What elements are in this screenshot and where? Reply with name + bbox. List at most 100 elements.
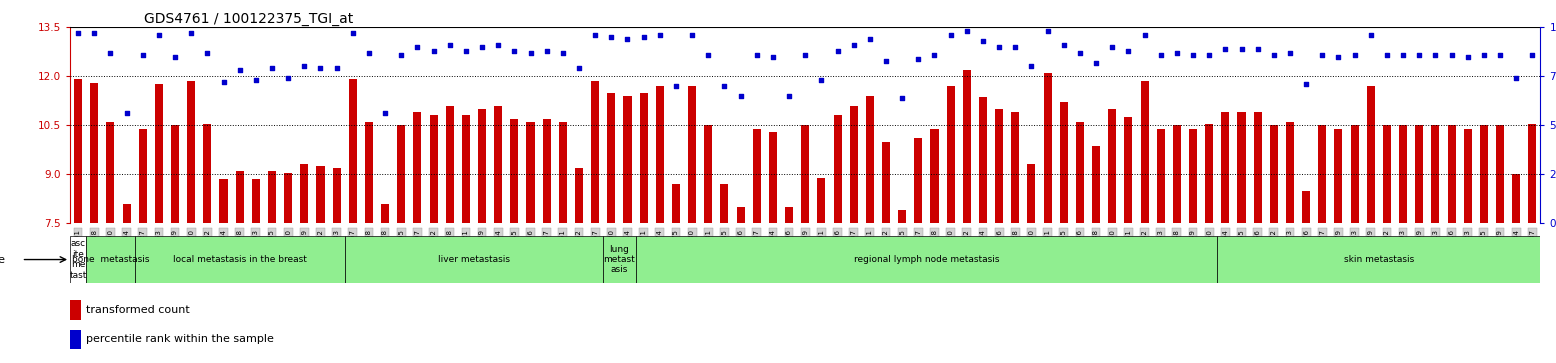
Bar (576, 168, 584, 223)
Bar (801, 125, 809, 223)
Point (1358, 32, 1383, 38)
Point (405, 44, 429, 50)
Text: transformed count: transformed count (86, 305, 190, 315)
Bar (135, 236, 345, 283)
Point (212, 79, 237, 85)
Point (582, 32, 607, 38)
Bar (1075, 122, 1085, 223)
Bar (495, 106, 503, 223)
Bar (1432, 125, 1439, 223)
Point (534, 48, 559, 54)
Point (65, 30, 90, 36)
Point (647, 32, 672, 38)
Point (1293, 81, 1318, 87)
Point (890, 95, 915, 101)
Point (1083, 60, 1108, 65)
Point (1310, 52, 1335, 58)
Bar (1464, 129, 1472, 223)
Point (275, 75, 300, 81)
Bar (834, 115, 842, 223)
Point (1520, 52, 1545, 58)
Point (227, 68, 252, 73)
Point (389, 52, 414, 58)
Text: asc
ite
me
tast: asc ite me tast (70, 240, 87, 280)
Bar (445, 106, 454, 223)
Point (1164, 50, 1189, 56)
Point (809, 77, 834, 83)
Point (663, 83, 688, 89)
Bar (655, 86, 664, 223)
Point (857, 36, 882, 42)
Bar (1237, 112, 1245, 223)
Bar (672, 184, 680, 223)
Point (1019, 64, 1044, 69)
Bar (1495, 125, 1505, 223)
Point (260, 65, 285, 71)
Point (243, 77, 268, 83)
Bar (462, 115, 470, 223)
Bar (366, 122, 373, 223)
Bar (1383, 125, 1391, 223)
Point (1391, 52, 1416, 58)
Point (503, 48, 527, 54)
Point (599, 34, 624, 40)
Point (194, 50, 219, 56)
Bar (688, 86, 696, 223)
Point (825, 48, 850, 54)
Point (1374, 52, 1399, 58)
Text: liver metastasis: liver metastasis (437, 255, 510, 264)
Bar (1217, 236, 1540, 283)
Point (1133, 32, 1158, 38)
Bar (1480, 125, 1488, 223)
Bar (1302, 191, 1310, 223)
Bar (1011, 112, 1019, 223)
Bar (187, 81, 194, 223)
Bar (123, 204, 131, 223)
Point (98, 50, 123, 56)
Text: regional lymph node metastasis: regional lymph node metastasis (854, 255, 999, 264)
Point (566, 65, 591, 71)
Point (470, 44, 495, 50)
Bar (252, 179, 260, 223)
Bar (1060, 102, 1067, 223)
Bar (979, 98, 987, 223)
Bar (429, 115, 437, 223)
Text: bone  metastasis: bone metastasis (72, 255, 149, 264)
Point (1407, 52, 1432, 58)
Point (1472, 52, 1497, 58)
Bar (345, 236, 604, 283)
Bar (604, 236, 635, 283)
Point (794, 52, 818, 58)
Point (615, 36, 640, 42)
Bar (478, 109, 485, 223)
Bar (1221, 112, 1229, 223)
Point (971, 38, 996, 44)
Bar (333, 168, 341, 223)
Text: skin metastasis: skin metastasis (1344, 255, 1414, 264)
Bar (1156, 129, 1165, 223)
Bar (559, 122, 566, 223)
Point (1100, 44, 1125, 50)
Point (422, 48, 447, 54)
Bar (1528, 123, 1536, 223)
Bar (1125, 117, 1133, 223)
Bar (285, 173, 293, 223)
Bar (414, 112, 422, 223)
Point (131, 52, 156, 58)
Bar (316, 166, 325, 223)
Point (1326, 54, 1351, 60)
Bar (1141, 81, 1148, 223)
Bar (543, 119, 551, 223)
Point (680, 32, 705, 38)
Bar (1447, 125, 1455, 223)
Bar (510, 119, 518, 223)
Point (713, 83, 738, 89)
Point (518, 50, 543, 56)
Point (163, 54, 187, 60)
Text: local metastasis in the breast: local metastasis in the breast (173, 255, 307, 264)
Point (906, 56, 930, 61)
Bar (786, 207, 794, 223)
Point (179, 30, 204, 36)
Point (1004, 44, 1029, 50)
Point (938, 32, 963, 38)
